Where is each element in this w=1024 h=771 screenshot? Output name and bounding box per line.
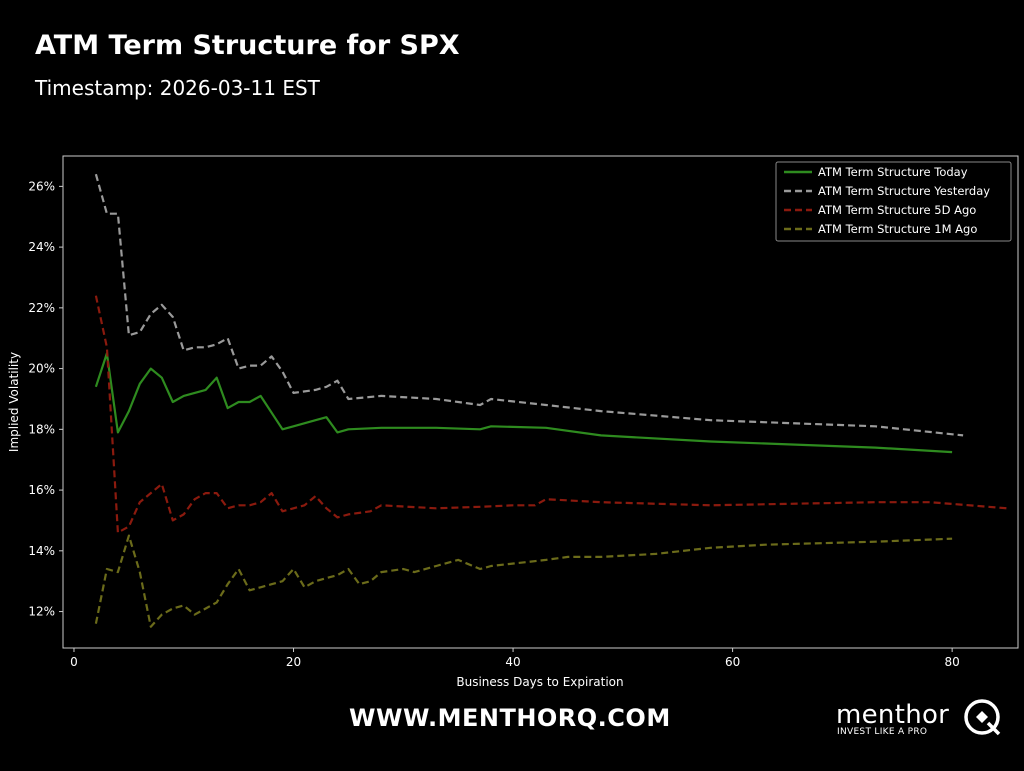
x-axis-label: Business Days to Expiration <box>456 675 623 689</box>
y-axis-label: Implied Volatility <box>7 352 21 452</box>
x-axis-ticks: 0 20 40 60 80 <box>70 648 960 669</box>
website-url: WWW.MENTHORQ.COM <box>349 704 671 732</box>
chart-title: ATM Term Structure for SPX <box>35 30 460 61</box>
legend-label-3: ATM Term Structure 1M Ago <box>818 222 977 236</box>
series-line-3 <box>94 534 953 628</box>
y-axis-ticks: 12% 14% 16% 18% 20% 22% 24% 26% <box>28 179 63 619</box>
legend-label-2: ATM Term Structure 5D Ago <box>818 203 976 217</box>
term-structure-chart: 0 20 40 60 80 12% 14% 16% 18% 20% 22% 24% 26% Busin… <box>7 155 1019 689</box>
series-line-0 <box>94 352 953 454</box>
legend-label-1: ATM Term Structure Yesterday <box>818 184 990 198</box>
y-tick-label: 18% <box>28 422 55 436</box>
plot-frame <box>62 155 1019 649</box>
series-line-2 <box>94 295 1008 534</box>
y-tick-label: 14% <box>28 544 55 558</box>
x-tick-label: 20 <box>286 655 301 669</box>
series-layer <box>94 173 1008 628</box>
chart-timestamp: Timestamp: 2026-03-11 EST <box>35 76 320 100</box>
brand-q-icon <box>964 699 1001 736</box>
x-tick-label: 0 <box>70 655 78 669</box>
legend-box <box>775 161 1012 242</box>
brand-name: menthor <box>836 700 950 730</box>
x-tick-label: 60 <box>725 655 740 669</box>
chart-legend: ATM Term Structure Today ATM Term Structu… <box>775 161 1012 242</box>
y-tick-label: 12% <box>28 605 55 619</box>
brand-tagline: INVEST LIKE A PRO <box>837 727 928 737</box>
brand-logo-block: menthor INVEST LIKE A PRO <box>836 699 1016 745</box>
y-tick-label: 26% <box>28 179 55 193</box>
y-tick-label: 24% <box>28 240 55 254</box>
legend-label-0: ATM Term Structure Today <box>818 165 968 179</box>
y-tick-label: 16% <box>28 483 55 497</box>
y-tick-label: 20% <box>28 362 55 376</box>
series-line-1 <box>94 173 964 437</box>
y-tick-label: 22% <box>28 301 55 315</box>
x-tick-label: 40 <box>505 655 520 669</box>
x-tick-label: 80 <box>944 655 959 669</box>
